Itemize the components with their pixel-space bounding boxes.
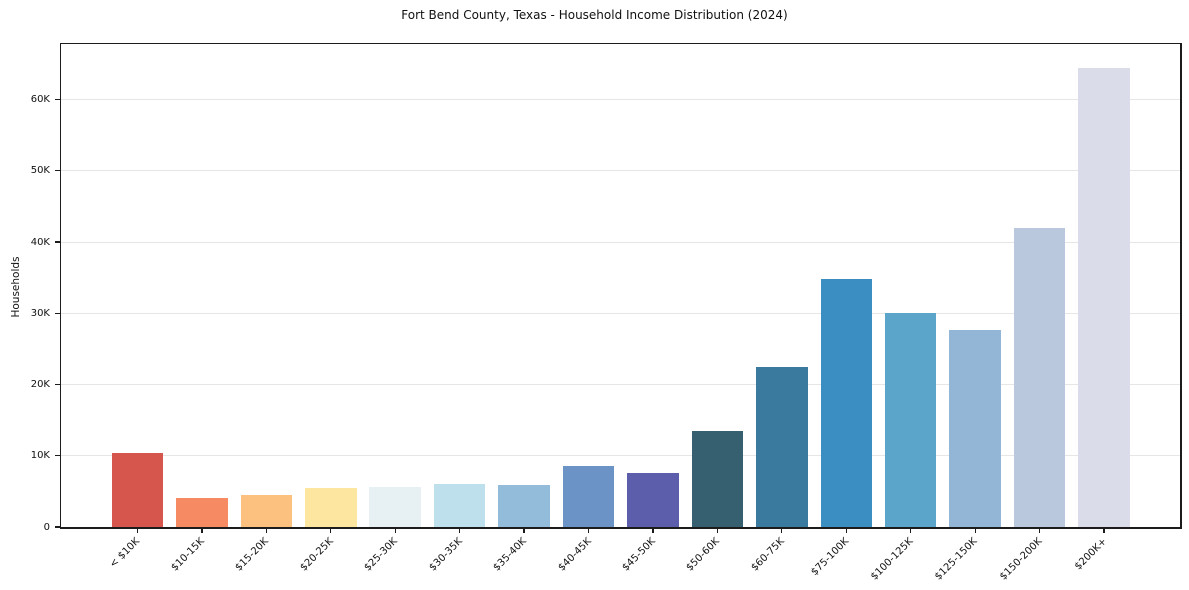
x-tick-mark: [652, 528, 654, 533]
bottom-spine: [59, 527, 1182, 529]
y-tick-mark: [55, 312, 61, 314]
x-tick-mark: [845, 528, 847, 533]
x-tick-mark: [1103, 528, 1105, 533]
right-spine: [1180, 42, 1182, 529]
x-tick-label: $40-45K: [555, 536, 594, 574]
x-tick-mark: [136, 528, 139, 533]
x-tick-label: $200K+: [1072, 536, 1109, 573]
x-tick-mark: [394, 528, 396, 533]
gridline: [61, 170, 1180, 172]
x-tick-label: $100-125K: [869, 536, 916, 583]
x-tick-mark: [910, 528, 912, 533]
bar-10k: [111, 452, 164, 527]
bar-20-25k: [305, 487, 357, 527]
x-tick-label: $30-35K: [426, 536, 465, 574]
bar-15-20k: [240, 494, 293, 527]
bar-200k+: [1078, 67, 1130, 527]
x-tick-mark: [716, 528, 718, 533]
bar-40-45k: [562, 466, 615, 527]
x-tick-mark: [201, 528, 203, 533]
x-tick-mark: [330, 528, 332, 533]
gridline: [61, 241, 1180, 243]
bar-25-30k: [369, 487, 421, 527]
y-tick-mark: [55, 241, 61, 243]
plot-area: [61, 44, 1180, 527]
x-tick-label: $45-50K: [620, 536, 658, 574]
x-tick-mark: [1038, 528, 1041, 533]
gridline: [61, 384, 1180, 386]
bar-100-125k: [884, 313, 937, 527]
y-tick-mark: [55, 98, 61, 101]
y-tick-label: 30K: [30, 307, 50, 319]
x-tick-label: $50-60K: [684, 536, 723, 574]
x-tick-label: $15-20K: [233, 536, 272, 574]
y-tick-mark: [55, 170, 61, 172]
x-tick-label: $75-100K: [809, 536, 852, 578]
gridline: [61, 312, 1180, 314]
bar-35-40k: [498, 484, 550, 527]
x-tick-label: $150-200K: [997, 536, 1045, 583]
x-tick-label: < $10K: [108, 536, 143, 571]
bar-45-50k: [627, 472, 679, 527]
y-tick-label: 0: [43, 521, 50, 533]
x-tick-label: $10-15K: [169, 536, 207, 574]
y-tick-label: 40K: [30, 236, 50, 248]
left-spine: [59, 42, 61, 529]
x-tick-label: $20-25K: [298, 536, 336, 574]
bar-75-100k: [820, 279, 873, 527]
x-tick-mark: [781, 528, 783, 533]
x-tick-label: $35-40K: [491, 536, 529, 574]
y-tick-label: 50K: [30, 165, 50, 177]
y-tick-label: 60K: [30, 94, 50, 106]
y-tick-label: 20K: [30, 379, 50, 391]
y-tick-mark: [55, 526, 61, 528]
bar-150-200k: [1013, 227, 1066, 527]
gridline: [61, 455, 1180, 457]
bar-125-150k: [949, 330, 1001, 527]
gridline: [61, 99, 1180, 101]
top-spine: [59, 42, 1182, 44]
x-tick-mark: [459, 528, 461, 533]
y-tick-mark: [55, 383, 61, 386]
x-tick-label: $25-30K: [362, 536, 401, 574]
y-tick-label: 10K: [30, 450, 50, 462]
bar-60-75k: [756, 367, 808, 527]
chart-title: Fort Bend County, Texas - Household Inco…: [401, 8, 788, 22]
bar-10-15k: [176, 497, 228, 527]
y-tick-mark: [55, 455, 61, 457]
x-tick-mark: [974, 528, 976, 533]
x-tick-label: $125-150K: [933, 536, 980, 583]
x-tick-label: $60-75K: [749, 536, 787, 574]
bar-50-60k: [691, 430, 744, 527]
x-tick-mark: [265, 528, 267, 533]
x-tick-mark: [523, 528, 525, 533]
x-tick-mark: [587, 528, 590, 533]
bar-30-35k: [433, 484, 486, 527]
